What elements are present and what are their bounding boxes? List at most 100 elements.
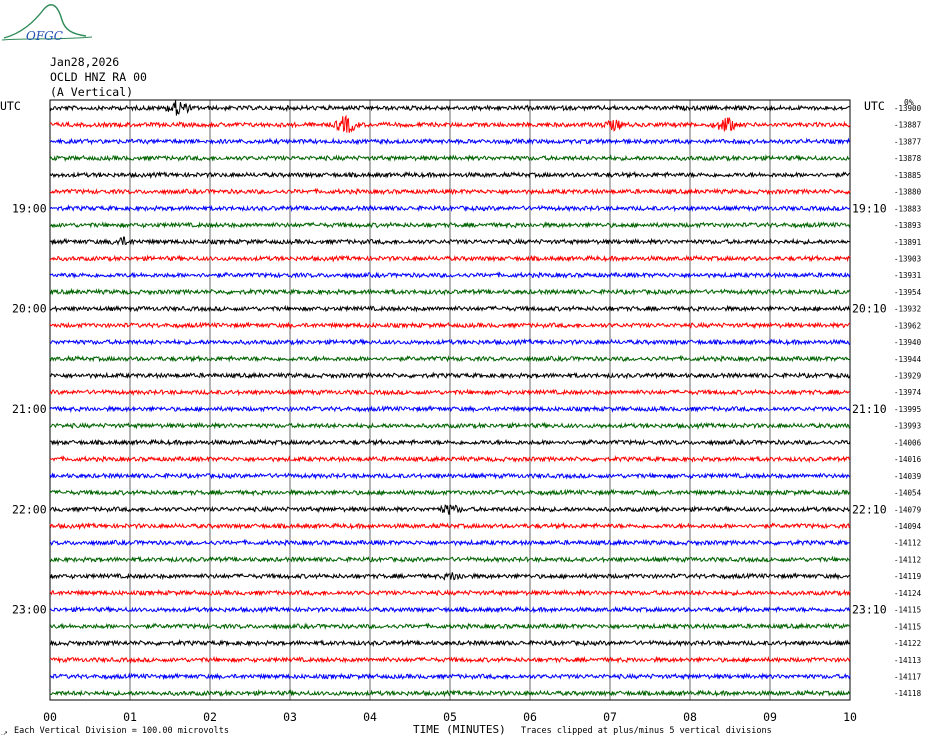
- seismic-trace: [49, 236, 851, 246]
- time-label: 20:10: [852, 302, 887, 316]
- seismic-trace: [49, 100, 851, 116]
- offset-label: -13893: [894, 221, 921, 230]
- x-tick-label: 02: [203, 710, 217, 724]
- offset-label: -13883: [894, 204, 921, 213]
- offset-labels: -13900 -13887 -13877 -13878 -13885 -13880 -138…: [894, 104, 922, 698]
- seismic-trace: [50, 622, 851, 631]
- offset-label: -14118: [894, 689, 922, 698]
- seismic-trace: [49, 438, 851, 447]
- seismic-trace: [49, 388, 851, 397]
- seismic-trace: [49, 655, 851, 664]
- seismic-trace: [49, 572, 851, 581]
- seismic-trace: [49, 472, 851, 480]
- hour-label: 23:00: [12, 603, 47, 617]
- offset-label: -14124: [894, 589, 922, 598]
- seismic-trace: [49, 555, 851, 564]
- offset-label: -13931: [894, 271, 921, 280]
- seismic-trace: [49, 221, 851, 230]
- offset-label: -13929: [894, 372, 921, 381]
- seismic-trace: [49, 170, 851, 180]
- seismic-trace: [49, 114, 851, 133]
- offset-label: -13877: [894, 137, 921, 146]
- hour-label: 20:00: [12, 302, 47, 316]
- offset-label: -14122: [894, 639, 921, 648]
- offset-label: -14079: [894, 505, 921, 514]
- seismic-trace: [49, 454, 851, 464]
- seismic-trace: [49, 337, 851, 347]
- offset-label: -14119: [894, 572, 921, 581]
- hour-label: 19:00: [12, 201, 47, 215]
- time-label: 22:10: [852, 502, 887, 516]
- time-label: 23:10: [852, 603, 887, 617]
- plot-grid: [49, 99, 851, 701]
- x-tick-label: 09: [763, 710, 777, 724]
- top-right-label: 0%: [904, 98, 914, 107]
- offset-label: -14094: [894, 522, 922, 531]
- offset-label: -14113: [894, 656, 921, 665]
- seismic-trace: [49, 204, 851, 213]
- offset-label: -13954: [894, 288, 922, 297]
- offset-label: -14016: [894, 455, 922, 464]
- right-axis-title: UTC: [864, 99, 885, 113]
- offset-label: -14115: [894, 606, 921, 615]
- component-label: (A Vertical): [50, 85, 133, 99]
- logo-swoosh: [3, 4, 87, 39]
- time-label: 21:10: [852, 402, 887, 416]
- left-axis-title: UTC: [0, 99, 21, 113]
- seismic-trace: [50, 689, 851, 698]
- seismic-trace: [49, 321, 851, 330]
- x-tick-label: 00: [43, 710, 57, 724]
- scale-mark: .↗: [1, 730, 8, 737]
- seismic-trace: [49, 254, 851, 263]
- seismic-trace: [49, 588, 851, 597]
- offset-label: -13944: [894, 355, 922, 364]
- x-tick-label: 01: [123, 710, 137, 724]
- offset-label: -14115: [894, 622, 921, 631]
- offset-label: -13885: [894, 171, 921, 180]
- seismic-trace: [49, 304, 851, 313]
- logo-text: OFGC: [26, 29, 63, 43]
- offset-label: -14112: [894, 539, 921, 548]
- seismic-trace: [49, 605, 851, 614]
- offset-label: -13887: [894, 121, 921, 130]
- seismic-trace: [49, 504, 851, 515]
- x-tick-labels: 00 01 02 03 04 05 06 07 08 09 10: [43, 710, 857, 724]
- right-time-labels: 19:10 20:10 21:10 22:10 23:10: [852, 201, 887, 616]
- logo-swoosh-2: [1, 36, 93, 41]
- date-label: Jan28,2026: [50, 55, 119, 69]
- offset-label: -13880: [894, 188, 922, 197]
- trace-group: [49, 100, 851, 698]
- seismic-trace: [49, 354, 851, 363]
- offset-label: -13900: [894, 104, 922, 113]
- x-tick-label: 05: [443, 710, 457, 724]
- station-label: OCLD HNZ RA 00: [50, 70, 147, 84]
- seismic-trace: [49, 271, 851, 280]
- x-tick-label: 03: [283, 710, 297, 724]
- clip-note: Traces clipped at plus/minus 5 vertical …: [521, 726, 772, 736]
- seismic-trace: [49, 638, 851, 648]
- seismic-trace: [49, 287, 851, 297]
- seismic-trace: [49, 404, 851, 414]
- seismic-trace: [49, 187, 851, 196]
- seismic-trace: [49, 371, 851, 380]
- hour-label: 21:00: [12, 402, 47, 416]
- offset-label: -14054: [894, 489, 922, 498]
- x-tick-label: 10: [843, 710, 857, 724]
- seismic-trace: [49, 672, 851, 681]
- offset-label: -13903: [894, 254, 921, 263]
- left-hour-labels: 19:00 20:00 21:00 22:00 23:00: [12, 201, 47, 616]
- offset-label: -13932: [894, 305, 921, 314]
- x-tick-label: 07: [603, 710, 617, 724]
- seismic-trace: [49, 421, 851, 430]
- offset-label: -13878: [894, 154, 922, 163]
- offset-label: -14006: [894, 438, 922, 447]
- offset-label: -13891: [894, 238, 921, 247]
- seismic-trace: [49, 488, 850, 497]
- time-label: 19:10: [852, 201, 887, 215]
- seismic-trace: [49, 538, 851, 547]
- x-tick-label: 08: [683, 710, 697, 724]
- ofgc-logo: OFGC: [1, 4, 93, 43]
- offset-label: -13993: [894, 422, 921, 431]
- offset-label: -13995: [894, 405, 921, 414]
